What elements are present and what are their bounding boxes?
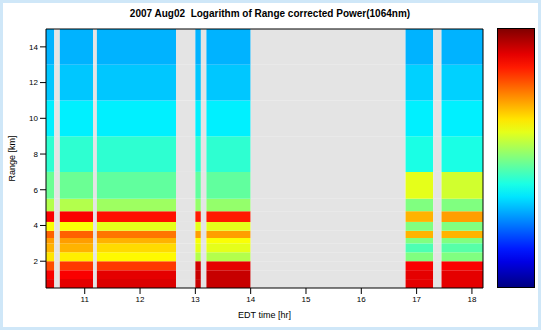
svg-text:8: 8: [34, 150, 39, 159]
svg-text:10: 10: [29, 114, 38, 123]
svg-text:14: 14: [246, 295, 255, 304]
svg-text:16: 16: [357, 295, 366, 304]
html-text:2007 Aug02 Logarithm of Range: 2007 Aug02 Logarithm of Range corrected …: [129, 8, 411, 19]
svg-text:15: 15: [302, 295, 311, 304]
svg-text:13: 13: [191, 295, 200, 304]
svg-text:12: 12: [29, 78, 38, 87]
svg-text:18: 18: [467, 295, 476, 304]
svg-text:11: 11: [81, 295, 90, 304]
svg-text:Range [km]: Range [km]: [7, 135, 17, 181]
svg-text:12: 12: [136, 295, 145, 304]
svg-text:EDT time [hr]: EDT time [hr]: [238, 310, 291, 320]
svg-text:2: 2: [34, 257, 39, 266]
svg-text:14: 14: [29, 43, 38, 52]
svg-text:4: 4: [34, 221, 39, 230]
svg-text:17: 17: [412, 295, 421, 304]
svg-text:6: 6: [34, 186, 39, 195]
